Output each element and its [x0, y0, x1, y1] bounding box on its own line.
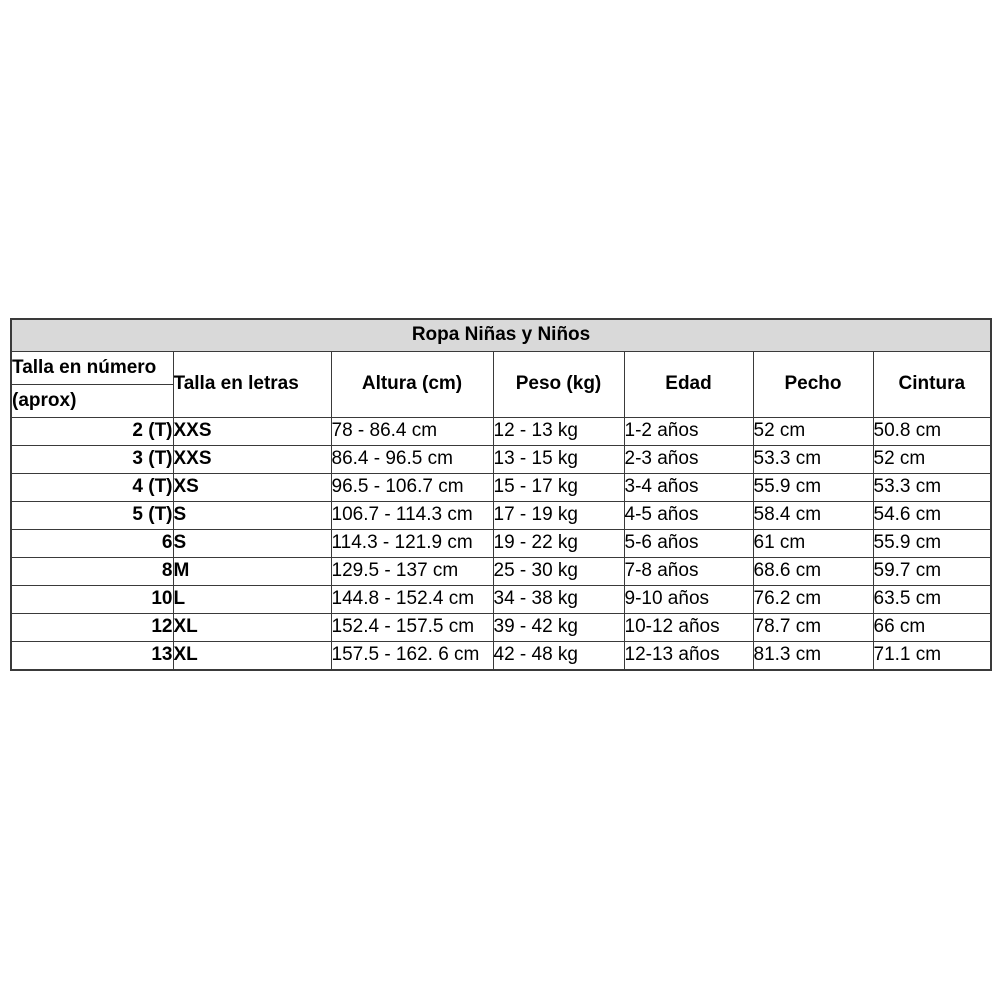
- cell-size-number: 12: [10, 613, 174, 642]
- table-row: 6 S 114.3 - 121.9 cm 19 - 22 kg 5-6 años…: [10, 529, 992, 558]
- cell-weight: 19 - 22 kg: [492, 529, 625, 558]
- title-row: Ropa Niñas y Niños: [10, 318, 992, 352]
- cell-size-number: 5 (T): [10, 501, 174, 530]
- cell-waist: 59.7 cm: [872, 557, 992, 586]
- cell-height: 157.5 - 162. 6 cm: [330, 641, 494, 671]
- table-row: 12 XL 152.4 - 157.5 cm 39 - 42 kg 10-12 …: [10, 613, 992, 642]
- cell-size-number: 10: [10, 585, 174, 614]
- table-row: 2 (T) XXS 78 - 86.4 cm 12 - 13 kg 1-2 añ…: [10, 417, 992, 446]
- cell-age: 3-4 años: [623, 473, 754, 502]
- cell-weight: 17 - 19 kg: [492, 501, 625, 530]
- cell-weight: 25 - 30 kg: [492, 557, 625, 586]
- cell-age: 5-6 años: [623, 529, 754, 558]
- cell-size-letters: XL: [172, 641, 332, 671]
- cell-height: 106.7 - 114.3 cm: [330, 501, 494, 530]
- cell-weight: 12 - 13 kg: [492, 417, 625, 446]
- cell-size-letters: XL: [172, 613, 332, 642]
- cell-waist: 63.5 cm: [872, 585, 992, 614]
- cell-chest: 76.2 cm: [752, 585, 874, 614]
- cell-age: 2-3 años: [623, 445, 754, 474]
- cell-chest: 78.7 cm: [752, 613, 874, 642]
- cell-waist: 66 cm: [872, 613, 992, 642]
- cell-chest: 52 cm: [752, 417, 874, 446]
- cell-size-letters: S: [172, 529, 332, 558]
- cell-waist: 54.6 cm: [872, 501, 992, 530]
- cell-chest: 58.4 cm: [752, 501, 874, 530]
- cell-age: 7-8 años: [623, 557, 754, 586]
- header-size-number-line2: (aprox): [10, 384, 174, 418]
- cell-weight: 15 - 17 kg: [492, 473, 625, 502]
- header-size-number-line1: Talla en número: [10, 351, 174, 385]
- table-row: 5 (T) S 106.7 - 114.3 cm 17 - 19 kg 4-5 …: [10, 501, 992, 530]
- cell-weight: 13 - 15 kg: [492, 445, 625, 474]
- table-row: 10 L 144.8 - 152.4 cm 34 - 38 kg 9-10 añ…: [10, 585, 992, 614]
- header-size-letters: Talla en letras: [172, 351, 332, 418]
- cell-size-number: 8: [10, 557, 174, 586]
- cell-age: 9-10 años: [623, 585, 754, 614]
- table-row: 13 XL 157.5 - 162. 6 cm 42 - 48 kg 12-13…: [10, 641, 992, 671]
- table-row: 4 (T) XS 96.5 - 106.7 cm 15 - 17 kg 3-4 …: [10, 473, 992, 502]
- table-row: 8 M 129.5 - 137 cm 25 - 30 kg 7-8 años 6…: [10, 557, 992, 586]
- cell-height: 114.3 - 121.9 cm: [330, 529, 494, 558]
- cell-weight: 39 - 42 kg: [492, 613, 625, 642]
- header-height: Altura (cm): [330, 351, 494, 418]
- table-row: 3 (T) XXS 86.4 - 96.5 cm 13 - 15 kg 2-3 …: [10, 445, 992, 474]
- header-chest: Pecho: [752, 351, 874, 418]
- cell-chest: 53.3 cm: [752, 445, 874, 474]
- cell-size-letters: M: [172, 557, 332, 586]
- header-row-bottom: (aprox): [10, 384, 991, 418]
- size-chart-table: Ropa Niñas y Niños Talla en número Talla…: [10, 318, 993, 671]
- cell-waist: 50.8 cm: [872, 417, 992, 446]
- cell-size-letters: L: [172, 585, 332, 614]
- cell-chest: 68.6 cm: [752, 557, 874, 586]
- cell-size-number: 13: [10, 641, 174, 671]
- header-row-top: Talla en número Talla en letras Altura (…: [10, 351, 992, 418]
- header-weight: Peso (kg): [492, 351, 625, 418]
- cell-height: 129.5 - 137 cm: [330, 557, 494, 586]
- cell-weight: 34 - 38 kg: [492, 585, 625, 614]
- cell-height: 144.8 - 152.4 cm: [330, 585, 494, 614]
- cell-size-number: 4 (T): [10, 473, 174, 502]
- table-title: Ropa Niñas y Niños: [10, 318, 992, 352]
- cell-size-number: 3 (T): [10, 445, 174, 474]
- cell-size-letters: XXS: [172, 417, 332, 446]
- cell-height: 78 - 86.4 cm: [330, 417, 494, 446]
- cell-waist: 52 cm: [872, 445, 992, 474]
- cell-chest: 55.9 cm: [752, 473, 874, 502]
- cell-age: 10-12 años: [623, 613, 754, 642]
- cell-chest: 61 cm: [752, 529, 874, 558]
- cell-age: 12-13 años: [623, 641, 754, 671]
- cell-height: 152.4 - 157.5 cm: [330, 613, 494, 642]
- cell-size-number: 6: [10, 529, 174, 558]
- cell-age: 1-2 años: [623, 417, 754, 446]
- cell-waist: 53.3 cm: [872, 473, 992, 502]
- cell-weight: 42 - 48 kg: [492, 641, 625, 671]
- cell-chest: 81.3 cm: [752, 641, 874, 671]
- cell-age: 4-5 años: [623, 501, 754, 530]
- cell-waist: 55.9 cm: [872, 529, 992, 558]
- cell-waist: 71.1 cm: [872, 641, 992, 671]
- cell-size-letters: XS: [172, 473, 332, 502]
- cell-height: 86.4 - 96.5 cm: [330, 445, 494, 474]
- header-age: Edad: [623, 351, 754, 418]
- cell-size-number: 2 (T): [10, 417, 174, 446]
- cell-size-letters: XXS: [172, 445, 332, 474]
- cell-size-letters: S: [172, 501, 332, 530]
- header-waist: Cintura: [872, 351, 992, 418]
- cell-height: 96.5 - 106.7 cm: [330, 473, 494, 502]
